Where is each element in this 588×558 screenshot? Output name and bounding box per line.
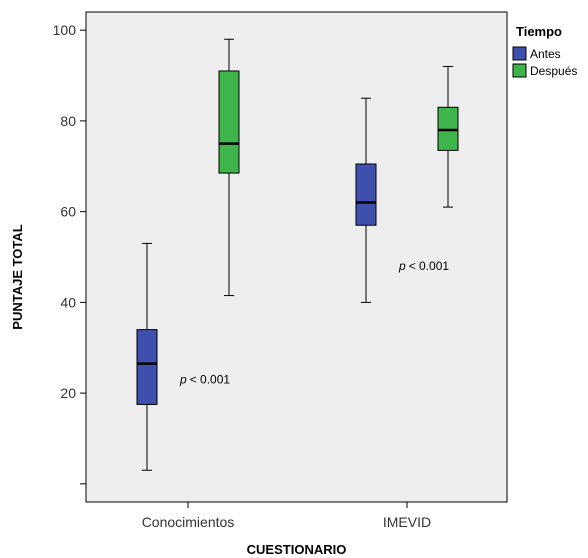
box-iqr (355, 163, 377, 226)
x-tick-label: Conocimientos (142, 514, 235, 530)
plot-area (85, 11, 508, 503)
x-tick-label: IMEVID (383, 514, 431, 530)
y-axis: 20 40 60 80 100 (53, 22, 86, 485)
legend: Tiempo Antes Después (512, 24, 577, 78)
legend-swatch-antes (512, 46, 527, 61)
p-value-text: < 0.001 (409, 259, 450, 273)
y-tick-label: 100 (53, 22, 77, 38)
y-tick-label: 80 (60, 113, 76, 129)
p-symbol: p (398, 259, 406, 273)
p-value-annotation: p < 0.001 (179, 373, 230, 387)
box-antes-conocimientos (136, 242, 158, 471)
box-iqr (136, 329, 158, 405)
box-después-imevid (437, 65, 459, 208)
box-antes-imevid (355, 97, 377, 303)
legend-label: Después (530, 64, 577, 78)
p-value-text: < 0.001 (190, 373, 231, 387)
x-axis-title: CUESTIONARIO (247, 542, 347, 557)
box-iqr (218, 70, 240, 174)
x-axis: Conocimientos IMEVID (142, 502, 431, 530)
y-tick-label: 40 (60, 294, 76, 310)
legend-title: Tiempo (516, 24, 562, 39)
y-tick-label: 20 (60, 385, 76, 401)
y-axis-title: PUNTAJE TOTAL (10, 224, 25, 330)
boxes (136, 38, 459, 471)
legend-label: Antes (530, 47, 561, 61)
y-tick-label: 60 (60, 204, 76, 220)
p-symbol: p (179, 373, 187, 387)
p-value-annotation: p < 0.001 (398, 259, 449, 273)
legend-swatch-después (512, 63, 527, 78)
box-después-conocimientos (218, 38, 240, 297)
